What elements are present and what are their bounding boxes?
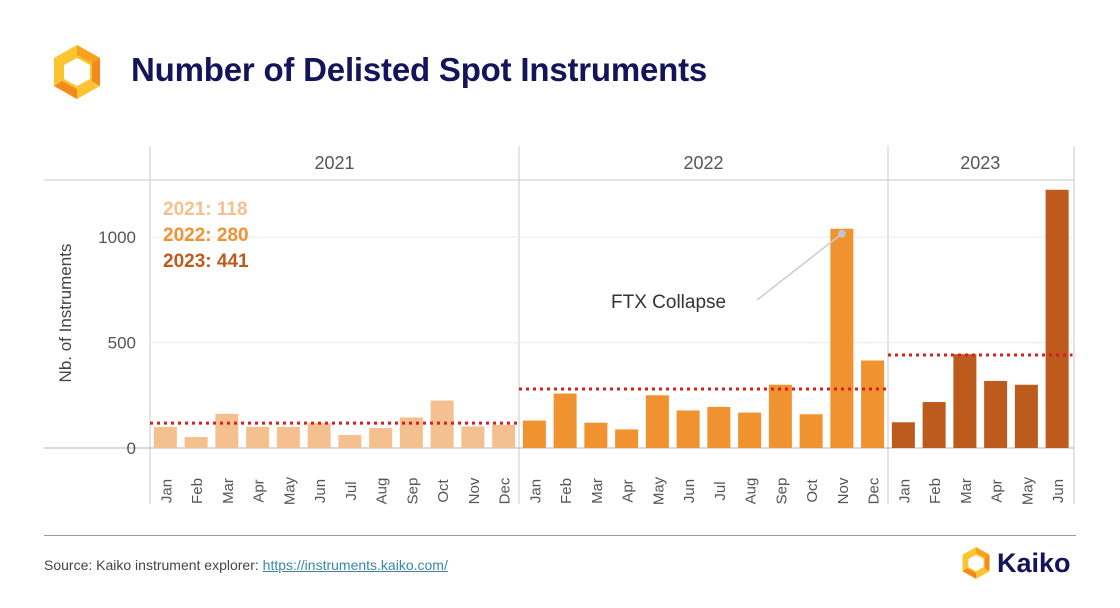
bar-2021-Sep xyxy=(399,417,423,448)
x-tick-label: Oct xyxy=(435,479,452,503)
x-tick-label: Mar xyxy=(958,478,975,504)
x-tick-label: Aug xyxy=(743,478,760,505)
x-tick-label: Jul xyxy=(712,481,729,500)
legend-entry: 2023: 441 xyxy=(163,251,249,272)
bar-2021-Jun xyxy=(307,423,331,448)
bar-2021-Oct xyxy=(430,400,454,448)
source-note: Source: Kaiko instrument explorer: https… xyxy=(44,557,448,573)
bar-2022-Jan xyxy=(522,420,546,448)
bar-2021-Feb xyxy=(184,437,208,448)
bar-2023-Mar xyxy=(953,354,977,448)
x-tick-label: Jun xyxy=(681,479,698,503)
grid-layer xyxy=(150,236,1074,344)
legend-entry: 2021: 118 xyxy=(163,199,248,220)
delisted-instruments-chart: 0 500 1000 2021 Jan Feb Mar Apr May Jun Jul Aug Sep O… xyxy=(44,146,1075,505)
average-lines-layer xyxy=(150,353,1073,425)
brand-lockup: Kaiko xyxy=(959,545,1071,581)
x-tick-label: Sep xyxy=(404,478,421,505)
x-tick-label: May xyxy=(650,476,667,505)
year-header-2023: 2023 xyxy=(960,153,1000,173)
x-tick-label: Oct xyxy=(804,479,821,503)
bar-2021-Apr xyxy=(246,426,270,448)
labels-layer: 0 500 1000 2021 Jan Feb Mar Apr May Jun Jul Aug Sep O… xyxy=(98,153,1067,505)
bar-2022-Oct xyxy=(799,414,823,448)
bar-2021-Mar xyxy=(215,413,239,448)
bar-2022-Jul xyxy=(707,406,731,448)
bar-2023-Jun xyxy=(1045,189,1069,448)
x-tick-label: Feb xyxy=(189,478,206,504)
bar-2022-Mar xyxy=(584,422,608,448)
annotation-marker xyxy=(837,229,846,238)
x-tick-label: May xyxy=(281,476,298,505)
brand-name: Kaiko xyxy=(997,547,1071,578)
bars-layer xyxy=(153,189,1069,448)
kaiko-brand-icon xyxy=(962,547,990,579)
annotation-leader xyxy=(756,233,843,301)
y-axis-label: Nb. of Instruments xyxy=(56,244,75,383)
x-tick-label: Mar xyxy=(589,478,606,504)
bar-2022-Jun xyxy=(676,410,700,448)
bar-2022-May xyxy=(645,395,669,448)
bar-2022-Sep xyxy=(768,384,792,448)
x-tick-label: Jan xyxy=(158,479,175,503)
page-title: Number of Delisted Spot Instruments xyxy=(131,51,708,88)
bar-2022-Dec xyxy=(861,360,885,448)
y-tick-label: 0 xyxy=(127,439,136,458)
x-tick-label: Jun xyxy=(312,479,329,503)
bar-2022-Nov xyxy=(830,228,854,448)
bar-2021-Dec xyxy=(492,424,516,448)
bar-2021-Aug xyxy=(369,427,393,448)
source-link[interactable]: https://instruments.kaiko.com/ xyxy=(262,557,448,573)
x-tick-label: Aug xyxy=(374,478,391,505)
x-tick-label: Dec xyxy=(497,477,514,504)
year-header-2021: 2021 xyxy=(314,153,354,173)
x-tick-label: Jun xyxy=(1050,479,1067,503)
source-prefix: Source: Kaiko instrument explorer: xyxy=(44,557,263,573)
bar-2023-Feb xyxy=(922,402,946,448)
bar-2023-Apr xyxy=(984,380,1008,448)
legend-entry: 2022: 280 xyxy=(163,225,249,246)
y-tick-label: 500 xyxy=(108,334,136,353)
x-tick-label: May xyxy=(1019,476,1036,505)
bar-2021-Nov xyxy=(461,426,485,448)
x-tick-label: Nov xyxy=(835,477,852,504)
bar-2021-Jan xyxy=(153,426,177,448)
x-tick-label: Jan xyxy=(527,479,544,503)
bar-2021-Jul xyxy=(338,434,362,448)
footer-divider xyxy=(44,535,1076,536)
x-tick-label: Feb xyxy=(558,478,575,504)
x-tick-label: Nov xyxy=(466,477,483,504)
x-tick-label: Dec xyxy=(866,477,883,504)
bar-2021-May xyxy=(276,426,300,448)
x-tick-label: Apr xyxy=(620,479,637,502)
x-tick-label: Apr xyxy=(251,479,268,502)
bar-2022-Aug xyxy=(738,412,762,448)
x-tick-label: Mar xyxy=(220,478,237,504)
bar-2022-Apr xyxy=(615,429,639,448)
x-tick-label: Feb xyxy=(927,478,944,504)
y-tick-label: 1000 xyxy=(98,228,136,247)
bar-2023-May xyxy=(1014,384,1038,448)
kaiko-logo-icon xyxy=(54,45,100,99)
x-tick-label: Jul xyxy=(343,481,360,500)
year-header-2022: 2022 xyxy=(683,153,723,173)
bar-2023-Jan xyxy=(891,422,915,448)
annotation-label: FTX Collapse xyxy=(611,292,726,313)
x-tick-label: Jan xyxy=(896,479,913,503)
bar-2022-Feb xyxy=(553,393,577,448)
x-tick-label: Apr xyxy=(989,479,1006,502)
x-tick-label: Sep xyxy=(773,478,790,505)
